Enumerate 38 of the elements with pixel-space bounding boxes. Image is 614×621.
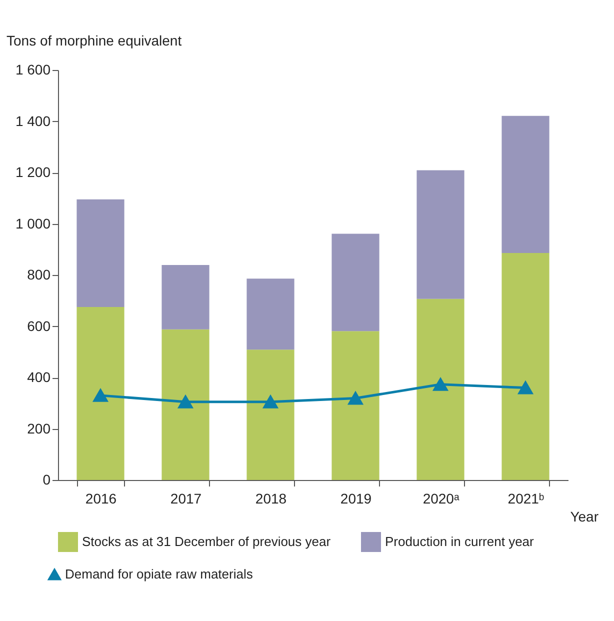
legend-label: Production in current year [385,534,535,549]
bar [502,116,550,253]
y-axis-title: Tons of morphine equivalent [6,32,182,48]
point [433,378,448,391]
x-axis-title: Year [570,508,599,524]
y-tick-label: 200 [27,420,51,436]
x-tick-label: 2020ᵃ [422,490,460,506]
point [518,381,533,394]
x-tick-label: 2019 [340,490,372,506]
y-tick-label: 1 600 [15,62,51,78]
bar [76,307,124,480]
y-tick-label: 800 [27,266,51,282]
y-tick-label: 1 400 [15,112,51,129]
bar [246,278,294,350]
bar [332,331,380,480]
point [263,395,278,408]
x-tick-label: 2016 [85,490,117,506]
bar [332,234,380,332]
x-tick-label: 2021ᵇ [508,490,544,506]
point [178,395,193,408]
y-tick-label: 1 200 [15,164,51,180]
bar [502,252,550,480]
y-tick-label: 1 000 [15,215,51,232]
bar [162,265,210,330]
legend-label: Stocks as at 31 December of previous year [82,534,332,549]
y-tick-label: 0 [42,472,51,488]
y-tick-label: 600 [27,318,51,334]
point [93,388,108,402]
y-tick-label: 400 [27,369,51,385]
bar [416,298,464,480]
bar [246,350,294,480]
bar [76,199,124,308]
bar [416,170,464,299]
legend-label: Demand for opiate raw materials [65,566,254,582]
x-tick-label: 2018 [255,490,287,506]
x-tick-label: 2017 [170,490,202,506]
point [348,392,363,405]
bar [162,329,210,480]
